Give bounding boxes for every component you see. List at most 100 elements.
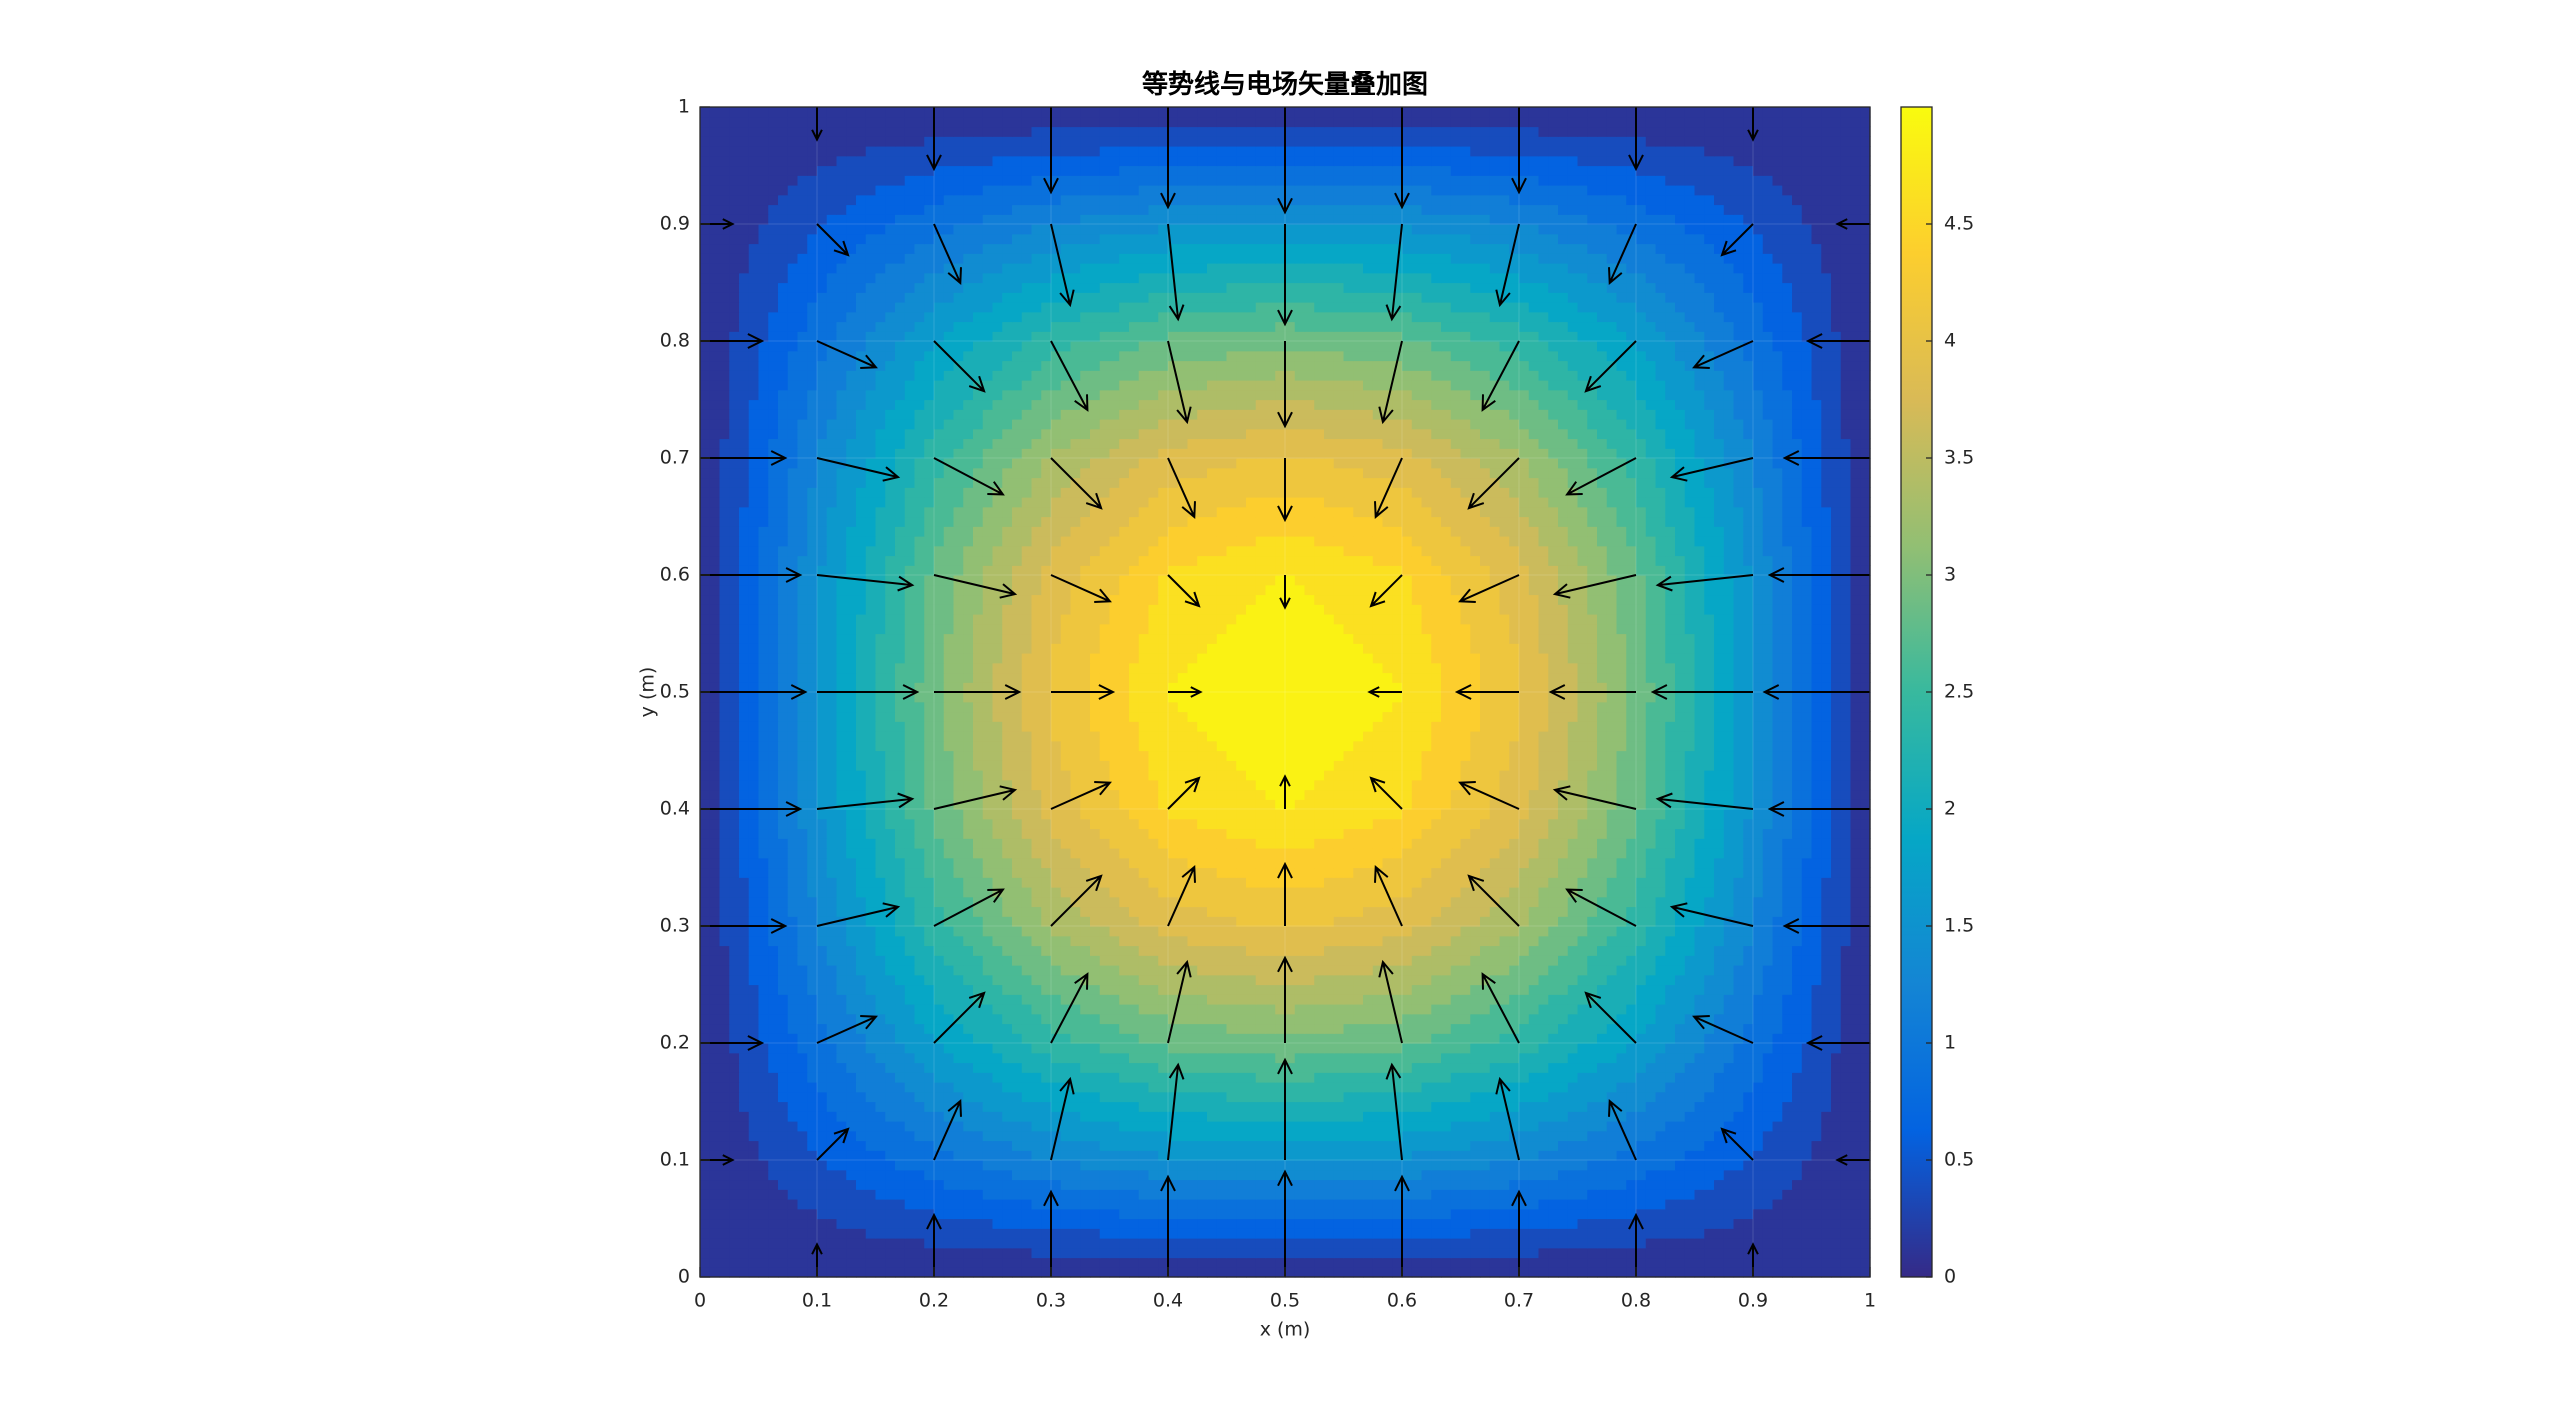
contour-cell [1450,1189,1462,1200]
contour-cell [1177,1179,1189,1190]
contour-cell [1255,935,1267,947]
contour-cell [1255,1189,1267,1200]
contour-cell [846,1111,857,1122]
contour-cell [1216,1111,1228,1122]
contour-cell [1548,1228,1559,1239]
contour-cell [1314,1013,1325,1025]
contour-cell [904,1004,916,1015]
contour-cell [1460,1043,1471,1054]
contour-cell [1450,945,1462,956]
contour-cell [1129,1208,1140,1220]
contour-cell [729,838,740,849]
contour-cell [709,1179,721,1190]
contour-cell [1519,1052,1530,1064]
contour-cell [836,965,847,976]
contour-cell [1168,1043,1179,1054]
contour-cell [973,965,984,976]
contour-cell [1255,887,1267,898]
contour-cell [982,867,994,878]
contour-cell [875,1091,886,1103]
contour-cell [1684,1072,1696,1083]
contour-cell [1801,1033,1813,1044]
contour-cell [807,1267,818,1278]
contour-cell [1577,1091,1588,1103]
contour-cell [1675,1043,1686,1054]
contour-cell [1528,1228,1540,1239]
contour-cell [875,1218,886,1229]
contour-cell [768,877,779,888]
contour-cell [1187,1013,1198,1025]
contour-cell [1704,1091,1715,1103]
contour-cell [1236,994,1247,1005]
contour-cell [1567,1023,1579,1034]
contour-cell [787,1169,799,1181]
contour-cell [1743,1208,1754,1220]
contour-cell [1714,1218,1725,1229]
contour-cell [1363,1247,1374,1259]
contour-cell [817,1228,828,1239]
contour-cell [729,809,740,820]
contour-cell [758,867,769,878]
contour-cell [1509,945,1520,956]
contour-cell [1294,1130,1306,1142]
contour-cell [739,1247,750,1259]
contour-cell [1645,1238,1657,1249]
contour-cell [982,1199,994,1210]
contour-cell [1850,926,1861,937]
contour-cell [1704,1199,1715,1210]
contour-cell [1314,1150,1325,1161]
contour-cell [729,1043,740,1054]
contour-cell [1129,1179,1140,1190]
contour-cell [1275,945,1286,956]
contour-cell [817,1160,828,1171]
contour-cell [1548,1043,1559,1054]
contour-cell [1480,1169,1491,1181]
contour-cell [1821,1179,1832,1190]
contour-cell [1821,1013,1832,1025]
contour-cell [1216,1072,1228,1083]
contour-cell [1255,1082,1267,1093]
contour-cell [973,887,984,898]
contour-cell [1665,1189,1676,1200]
contour-cell [953,1208,964,1220]
contour-cell [719,1091,730,1103]
contour-cell [885,1004,896,1015]
contour-cell [1216,1062,1228,1073]
contour-cell [1509,1062,1520,1073]
contour-cell [1499,945,1510,956]
contour-cell [963,848,974,859]
contour-cell [1060,1160,1072,1171]
contour-cell [1158,1013,1169,1025]
contour-cell [924,916,935,927]
contour-cell [904,809,916,820]
contour-cell [1021,1033,1033,1044]
contour-cell [1441,955,1452,966]
contour-cell [943,1062,955,1073]
contour-cell [1821,1228,1832,1239]
contour-cell [1704,1130,1715,1142]
contour-cell [1158,955,1169,966]
contour-cell [1099,1013,1111,1025]
contour-cell [1684,1199,1696,1210]
contour-cell [1616,935,1627,947]
contour-cell [1626,1199,1637,1210]
contour-cell [1421,1257,1432,1268]
contour-cell [1850,1121,1861,1132]
contour-cell [1431,1111,1442,1122]
contour-cell [846,974,857,986]
contour-cell [1051,1013,1062,1025]
contour-cell [856,994,867,1005]
contour-cell [826,926,838,937]
contour-cell [885,1082,896,1093]
contour-cell [1353,1121,1364,1132]
contour-cell [709,828,721,839]
contour-cell [1577,965,1588,976]
contour-cell [982,1228,994,1239]
contour-cell [1821,1257,1832,1268]
contour-cell [875,1228,886,1239]
contour-cell [1246,1023,1257,1034]
contour-cell [1460,955,1471,966]
contour-cell [1470,1043,1481,1054]
contour-cell [1431,945,1442,956]
contour-cell [1655,1062,1666,1073]
